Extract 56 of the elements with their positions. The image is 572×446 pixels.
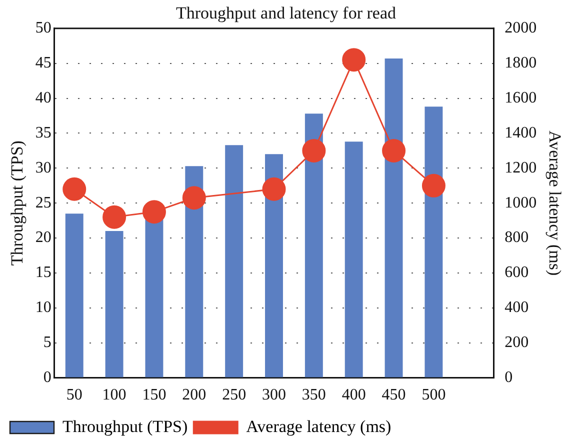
y2-tick-label: 400 <box>504 299 529 316</box>
x-tick-label: 250 <box>222 386 246 404</box>
x-tick-label: 300 <box>262 386 286 404</box>
y-tick-label: 5 <box>43 334 52 352</box>
point <box>302 138 326 162</box>
y-axis-title: Throughput (TPS) <box>8 140 27 266</box>
y2-tick-label: 1400 <box>504 124 537 142</box>
point <box>382 138 406 162</box>
x-tick-label: 50 <box>66 386 82 404</box>
point <box>182 186 206 210</box>
y2-tick-label: 0 <box>504 369 513 386</box>
bar <box>185 166 204 378</box>
bar <box>424 106 443 378</box>
y-tick-label: 25 <box>35 194 52 212</box>
x-tick-label: 350 <box>302 386 326 404</box>
y-tick-label: 35 <box>35 124 52 142</box>
legend-label: Average latency (ms) <box>246 416 392 436</box>
bar <box>225 145 244 378</box>
x-tick-label: 500 <box>422 386 446 404</box>
y2-tick-label: 600 <box>504 264 529 282</box>
bar <box>344 142 363 378</box>
y-tick-label: 0 <box>43 369 52 386</box>
legend-label: Throughput (TPS) <box>62 416 188 436</box>
x-tick-label: 400 <box>342 386 366 404</box>
bar <box>145 219 164 378</box>
point <box>262 177 286 201</box>
point <box>142 200 166 224</box>
x-tick-label: 450 <box>382 386 406 404</box>
point <box>422 174 446 198</box>
bar <box>265 154 283 378</box>
point <box>62 177 86 201</box>
y-tick-label: 40 <box>35 89 52 106</box>
bar <box>384 58 403 378</box>
x-tick-label: 200 <box>182 386 206 404</box>
y2-tick-label: 200 <box>504 334 529 352</box>
y-tick-label: 45 <box>35 54 52 72</box>
y2-tick-label: 1200 <box>504 159 537 176</box>
x-tick-label: 100 <box>102 386 126 404</box>
y-tick-label: 50 <box>35 20 52 37</box>
bar <box>65 214 84 378</box>
point <box>342 48 366 72</box>
y2-tick-label: 1000 <box>504 194 537 212</box>
bar <box>304 114 323 378</box>
y-tick-label: 10 <box>35 299 52 316</box>
y2-tick-label: 800 <box>504 229 529 246</box>
y2-tick-label: 2000 <box>504 20 537 37</box>
x-tick-label: 150 <box>142 386 166 404</box>
y2-tick-label: 1600 <box>504 89 537 106</box>
chart-title: Throughput and latency for read <box>176 4 396 23</box>
y2-tick-label: 1800 <box>504 54 537 72</box>
point <box>102 205 126 229</box>
y-tick-label: 20 <box>35 229 52 246</box>
y2-axis-title: Average latency (ms) <box>545 130 564 276</box>
bar <box>105 231 124 378</box>
y-tick-label: 30 <box>35 159 52 176</box>
y-tick-label: 15 <box>35 264 52 282</box>
